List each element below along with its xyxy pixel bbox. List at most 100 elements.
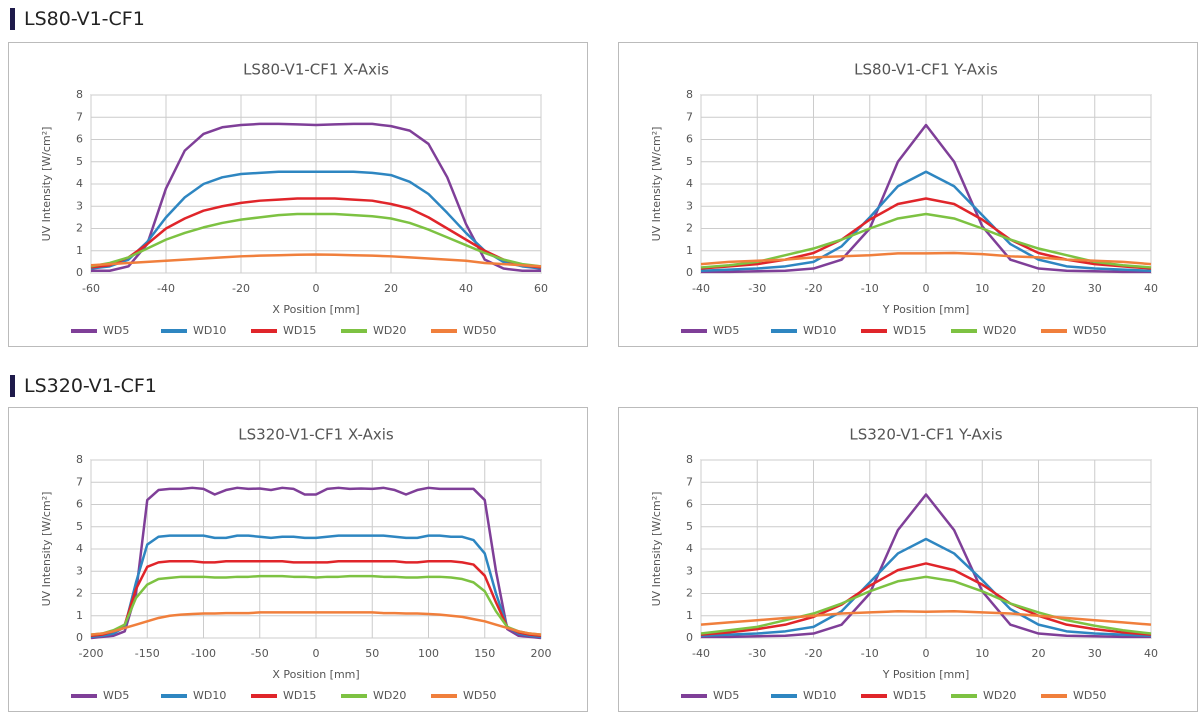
legend-label: WD20 [373, 689, 406, 702]
legend-label: WD15 [893, 689, 926, 702]
y-tick-label: 2 [76, 587, 83, 600]
series-line [700, 170, 1152, 273]
legend-label: WD15 [893, 324, 926, 337]
chart-title: LS80-V1-CF1 X-Axis [243, 61, 389, 79]
x-axis-label: Y Position [mm] [882, 303, 970, 316]
series-line [90, 559, 542, 638]
y-tick-label: 4 [686, 542, 693, 555]
legend-label: WD10 [193, 324, 226, 337]
y-tick-label: 3 [76, 564, 83, 577]
x-tick-label: 0 [313, 282, 320, 295]
legend-label: WD50 [463, 689, 496, 702]
x-axis-label: Y Position [mm] [882, 668, 970, 681]
x-tick-label: 100 [418, 647, 439, 660]
x-tick-label: 10 [975, 282, 989, 295]
x-tick-label: 200 [531, 647, 552, 660]
y-tick-label: 1 [686, 244, 693, 257]
y-tick-label: 5 [686, 520, 693, 533]
y-tick-label: 4 [76, 542, 83, 555]
heading-text: LS80-V1-CF1 [24, 8, 145, 30]
y-tick-label: 8 [686, 453, 693, 466]
y-tick-label: 8 [76, 453, 83, 466]
legend-label: WD10 [193, 689, 226, 702]
x-tick-label: 20 [1032, 647, 1046, 660]
y-tick-label: 1 [76, 244, 83, 257]
y-tick-label: 2 [686, 222, 693, 235]
legend-label: WD50 [463, 324, 496, 337]
series-line [700, 251, 1152, 266]
series-line [90, 574, 542, 636]
y-tick-label: 1 [686, 609, 693, 622]
chart-panel: LS320-V1-CF1 Y-Axis 0 1 2 3 4 5 6 7 8 -40 -30 -20 -10… [618, 407, 1198, 712]
y-tick-label: 4 [76, 177, 83, 190]
legend-label: WD15 [283, 689, 316, 702]
series-line [700, 212, 1152, 269]
y-axis-label: UV Intensity [W/cm²] [40, 492, 53, 607]
chart-panel: LS320-V1-CF1 X-Axis 0 1 2 3 4 5 6 7 8 -200 -150 -100… [8, 407, 588, 712]
section-heading: LS320-V1-CF1 [10, 374, 157, 398]
series-line [701, 123, 1151, 274]
y-tick-label: 2 [686, 587, 693, 600]
x-tick-label: -10 [861, 647, 879, 660]
x-tick-label: -100 [191, 647, 216, 660]
series-line [90, 197, 542, 269]
series-line [90, 486, 542, 640]
y-tick-label: 0 [76, 266, 83, 279]
y-tick-label: 5 [76, 155, 83, 168]
chart-panel: LS80-V1-CF1 Y-Axis 0 1 2 3 4 5 6 7 8 -40 -30 -20 -10 0… [618, 42, 1198, 347]
y-tick-label: 5 [686, 155, 693, 168]
y-tick-label: 6 [686, 133, 693, 146]
y-axis-label: UV Intensity [W/cm²] [650, 127, 663, 242]
series-line [700, 575, 1152, 635]
y-tick-label: 2 [76, 222, 83, 235]
x-tick-label: 30 [1088, 647, 1102, 660]
chart-panel: LS80-V1-CF1 X-Axis 0 1 2 3 4 5 6 7 8 -60 -40 -20 0 20 4… [8, 42, 588, 347]
x-tick-label: 60 [534, 282, 548, 295]
y-tick-label: 8 [686, 88, 693, 101]
chart: LS320-V1-CF1 X-Axis 0 1 2 3 4 5 6 7 8 -200 -150 -100… [40, 426, 552, 703]
chart-title: LS320-V1-CF1 Y-Axis [849, 426, 1002, 444]
y-tick-label: 6 [76, 133, 83, 146]
x-tick-label: 10 [975, 647, 989, 660]
legend-label: WD20 [983, 324, 1016, 337]
series-line [700, 562, 1152, 636]
x-tick-label: 30 [1088, 282, 1102, 295]
y-tick-label: 0 [76, 631, 83, 644]
x-tick-label: 0 [313, 647, 320, 660]
x-tick-label: 20 [1032, 282, 1046, 295]
heading-bar [10, 8, 15, 30]
series-line [90, 253, 542, 268]
x-tick-label: -30 [748, 282, 766, 295]
series-line [90, 534, 542, 639]
x-axis-label: X Position [mm] [272, 668, 359, 681]
y-tick-label: 7 [76, 110, 83, 123]
x-tick-label: 40 [459, 282, 473, 295]
y-axis-label: UV Intensity [W/cm²] [40, 127, 53, 242]
heading-text: LS320-V1-CF1 [24, 375, 157, 397]
x-tick-label: -30 [748, 647, 766, 660]
series-line [90, 212, 542, 268]
series-line [700, 610, 1152, 626]
legend-label: WD50 [1073, 689, 1106, 702]
x-tick-label: -60 [82, 282, 100, 295]
y-tick-label: 5 [76, 520, 83, 533]
x-tick-label: -40 [157, 282, 175, 295]
y-tick-label: 7 [76, 475, 83, 488]
y-tick-label: 6 [686, 498, 693, 511]
y-tick-label: 6 [76, 498, 83, 511]
y-tick-label: 1 [76, 609, 83, 622]
x-axis-label: X Position [mm] [272, 303, 359, 316]
x-tick-label: -40 [692, 647, 710, 660]
y-tick-label: 0 [686, 631, 693, 644]
chart: LS80-V1-CF1 Y-Axis 0 1 2 3 4 5 6 7 8 -40 -30 -20 -10 0… [650, 61, 1158, 338]
x-tick-label: -150 [135, 647, 160, 660]
series-line [90, 611, 542, 636]
series-line [90, 170, 542, 270]
x-tick-label: -40 [692, 282, 710, 295]
x-tick-label: 150 [474, 647, 495, 660]
x-tick-label: -10 [861, 282, 879, 295]
y-tick-label: 3 [76, 199, 83, 212]
y-tick-label: 3 [686, 199, 693, 212]
y-tick-label: 7 [686, 475, 693, 488]
